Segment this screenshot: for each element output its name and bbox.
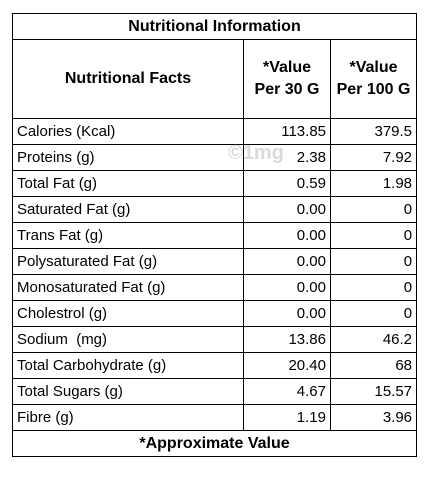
header-cell: Nutritional Facts	[12, 39, 244, 119]
nutrition-table: Nutritional Information Nutritional Fact…	[11, 13, 418, 457]
data-row: Monosaturated Fat (g) 0.00 0	[12, 274, 418, 301]
data-row: Saturated Fat (g) 0.00 0	[12, 196, 418, 223]
nutrient-value: 1.19	[243, 404, 331, 431]
nutrient-name: Cholestrol (g)	[12, 300, 244, 327]
title-row: Nutritional Information	[11, 13, 418, 40]
nutrient-value: 13.86	[243, 326, 331, 353]
header-cell: *Value Per 100 G	[329, 39, 418, 119]
data-row: Total Carbohydrate (g) 20.40 68	[12, 352, 418, 379]
footer-row: *Approximate Value	[11, 430, 418, 457]
nutrient-value: 113.85	[243, 118, 331, 145]
data-row: Sodium (mg) 13.86 46.2	[12, 326, 418, 353]
nutrient-value: 15.57	[329, 378, 418, 405]
table-body: Nutritional Information Nutritional Fact…	[11, 13, 418, 457]
nutrient-value: 0.00	[243, 300, 331, 327]
data-row: Calories (Kcal) 113.85 379.5	[12, 118, 418, 145]
nutrient-value: 46.2	[329, 326, 418, 353]
data-row: Polysaturated Fat (g) 0.00 0	[12, 248, 418, 275]
nutrient-name: Saturated Fat (g)	[12, 196, 244, 223]
nutrient-name: Trans Fat (g)	[12, 222, 244, 249]
nutrient-value: 0	[329, 248, 418, 275]
nutrient-value: 0	[329, 274, 418, 301]
nutrient-value: 68	[329, 352, 418, 379]
nutrient-value: 379.5	[329, 118, 418, 145]
nutrient-value: 0.00	[243, 196, 331, 223]
nutrient-name: Fibre (g)	[12, 404, 244, 431]
nutrient-value: 0.00	[243, 222, 331, 249]
nutrient-value: 20.40	[243, 352, 331, 379]
table-title: Nutritional Information	[11, 13, 418, 40]
nutrient-value: 2.38	[243, 144, 331, 171]
header-row: Nutritional Facts *Value Per 30 G *Value…	[12, 39, 418, 119]
header-cell: *Value Per 30 G	[243, 39, 331, 119]
data-row: Trans Fat (g) 0.00 0	[12, 222, 418, 249]
nutrient-name: Polysaturated Fat (g)	[12, 248, 244, 275]
nutrient-name: Monosaturated Fat (g)	[12, 274, 244, 301]
nutrient-value: 0.59	[243, 170, 331, 197]
table-footer: *Approximate Value	[11, 430, 418, 457]
nutrient-value: 4.67	[243, 378, 331, 405]
nutrient-name: Proteins (g)	[12, 144, 244, 171]
data-row: Fibre (g) 1.19 3.96	[12, 404, 418, 431]
nutrient-value: 0.00	[243, 248, 331, 275]
nutrient-value: 0	[329, 300, 418, 327]
nutrient-value: 3.96	[329, 404, 418, 431]
nutrient-value: 0	[329, 222, 418, 249]
watermark: ©1mg	[228, 142, 284, 164]
nutrient-name: Sodium (mg)	[12, 326, 244, 353]
data-row: Total Sugars (g) 4.67 15.57	[12, 378, 418, 405]
nutrient-name: Total Sugars (g)	[12, 378, 244, 405]
data-row: Total Fat (g) 0.59 1.98	[12, 170, 418, 197]
nutrient-name: Calories (Kcal)	[12, 118, 244, 145]
data-row: Cholestrol (g) 0.00 0	[12, 300, 418, 327]
nutrient-value: 0.00	[243, 274, 331, 301]
nutrient-value: 0	[329, 196, 418, 223]
nutrient-name: Total Fat (g)	[12, 170, 244, 197]
nutrient-value: 7.92	[329, 144, 418, 171]
nutrient-name: Total Carbohydrate (g)	[12, 352, 244, 379]
data-row: Proteins (g) 2.38 7.92	[12, 144, 418, 171]
nutrient-value: 1.98	[329, 170, 418, 197]
